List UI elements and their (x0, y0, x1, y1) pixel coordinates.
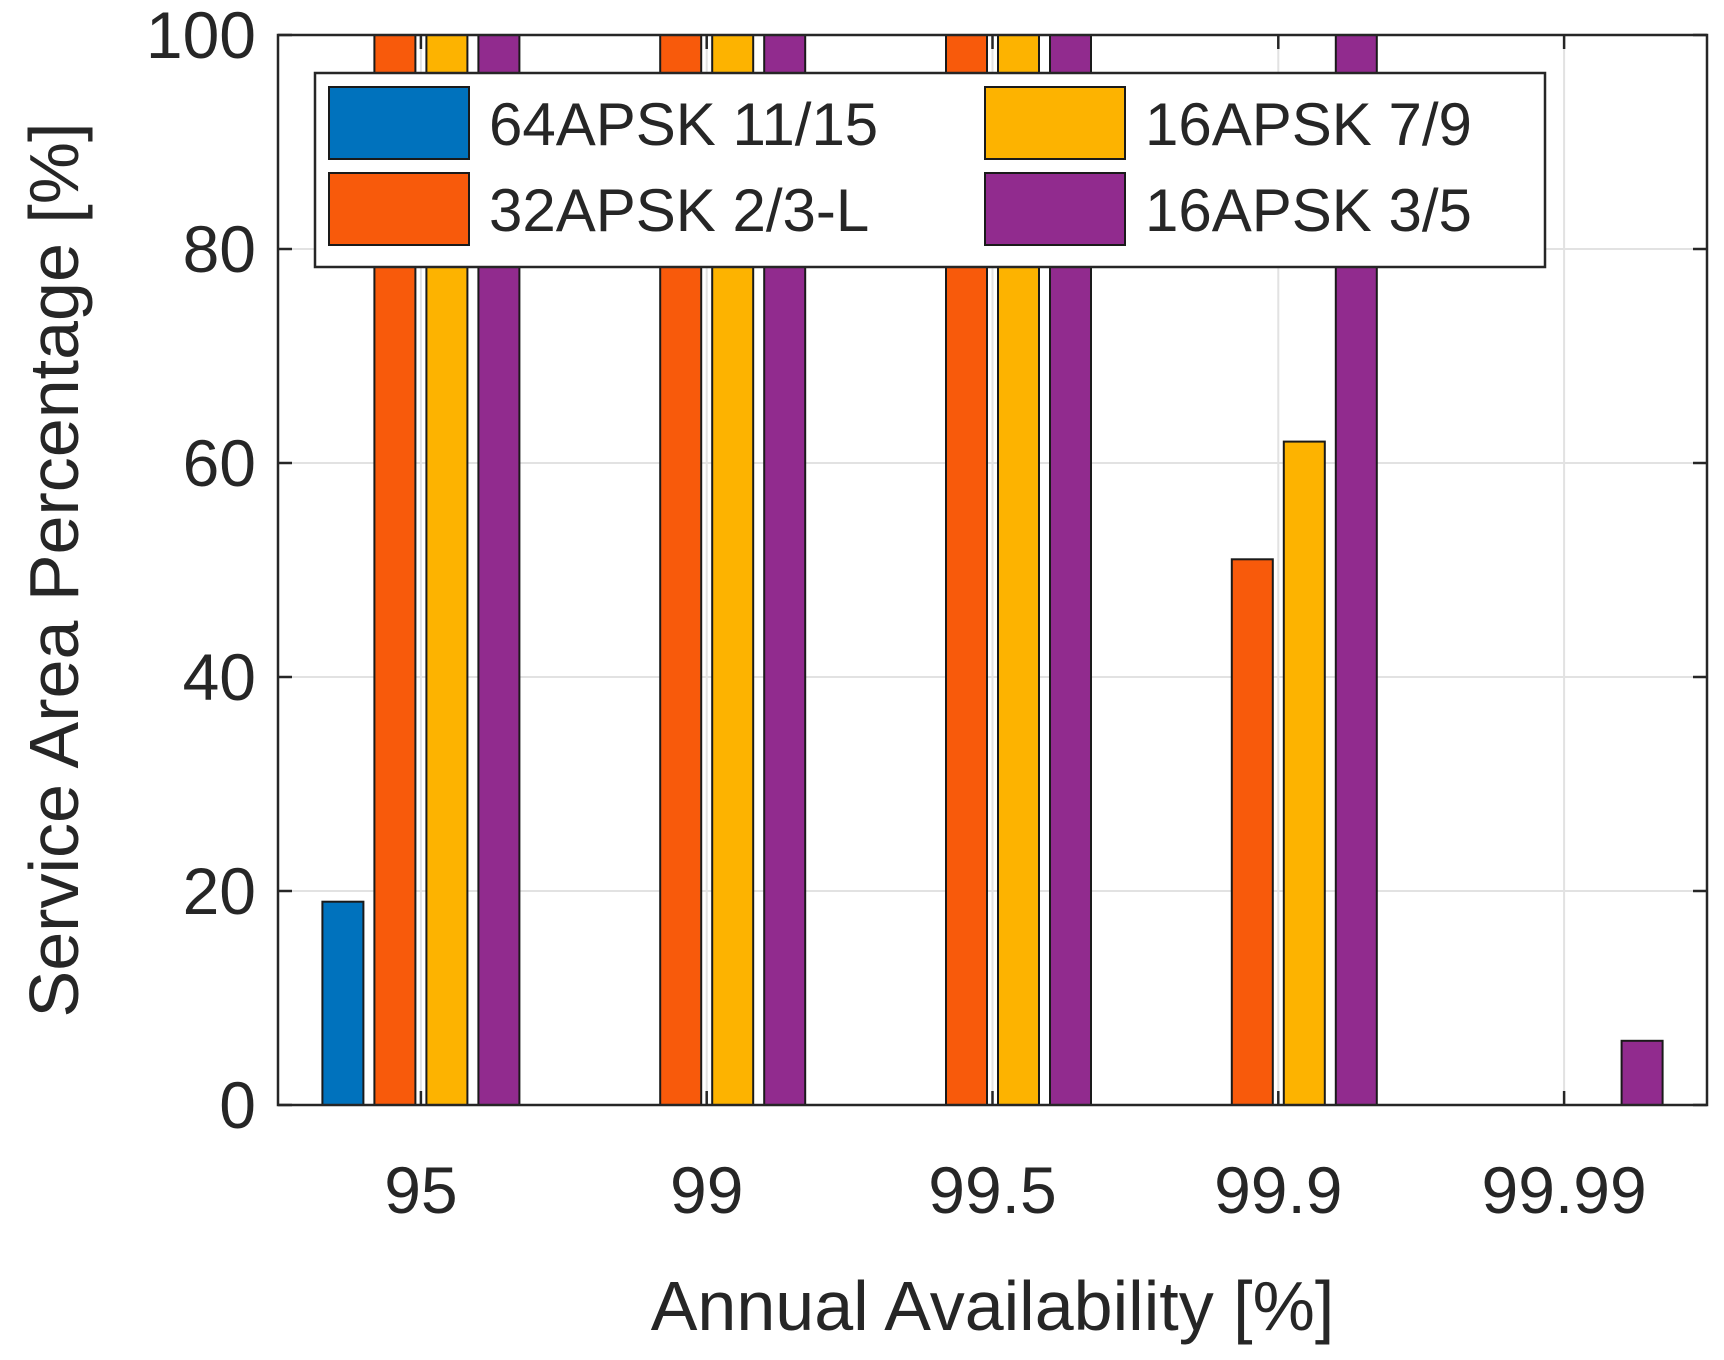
legend-box (313, 71, 1547, 269)
legend-swatch (984, 172, 1126, 246)
legend-swatch (984, 86, 1126, 160)
y-tick-labels: 0 20 40 60 80 100 (146, 0, 256, 1142)
bar (321, 900, 365, 1107)
legend-label: 16APSK 3/5 (1145, 177, 1472, 244)
x-tick-label: 99.99 (1482, 1153, 1647, 1227)
legend-swatch (328, 172, 470, 246)
legend-label: 64APSK 11/15 (489, 91, 878, 158)
x-tick-label: 99.5 (928, 1153, 1056, 1227)
bar (1230, 558, 1274, 1106)
y-tick-label: 80 (183, 212, 256, 286)
tick-marks (278, 33, 1707, 1107)
legend-label: 16APSK 7/9 (1145, 91, 1472, 158)
x-tick-label: 99.9 (1214, 1153, 1342, 1227)
bar (1282, 440, 1326, 1107)
y-tick-label: 20 (183, 854, 256, 928)
legend-swatch (328, 86, 470, 160)
legend: 64APSK 11/15 32APSK 2/3-L 16APSK 7/9 16APSK… (313, 71, 1547, 269)
y-tick-label: 60 (183, 426, 256, 500)
x-tick-label: 99 (670, 1153, 743, 1227)
x-tick-labels: 95 99 99.5 99.9 99.99 (384, 1153, 1646, 1227)
y-axis-label: Service Area Percentage [%] (15, 123, 93, 1018)
bar (1620, 1039, 1664, 1107)
y-tick-label: 100 (146, 0, 256, 72)
y-tick-label: 0 (219, 1068, 256, 1142)
y-tick-label: 40 (183, 640, 256, 714)
x-axis-label: Annual Availability [%] (651, 1267, 1335, 1345)
legend-label: 32APSK 2/3-L (489, 177, 869, 244)
x-tick-label: 95 (384, 1153, 457, 1227)
